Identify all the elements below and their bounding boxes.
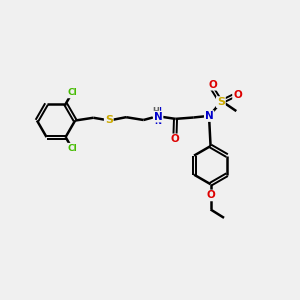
Text: Cl: Cl	[68, 144, 77, 153]
Text: O: O	[206, 190, 215, 200]
Text: H: H	[153, 107, 160, 116]
Text: H
N: H N	[154, 107, 162, 126]
Text: S: S	[105, 115, 113, 125]
Text: O: O	[233, 90, 242, 100]
Text: S: S	[217, 97, 225, 107]
Text: O: O	[171, 134, 179, 144]
Text: Cl: Cl	[68, 88, 77, 98]
Text: N: N	[205, 111, 214, 121]
Text: O: O	[208, 80, 217, 90]
Text: N: N	[154, 112, 163, 122]
